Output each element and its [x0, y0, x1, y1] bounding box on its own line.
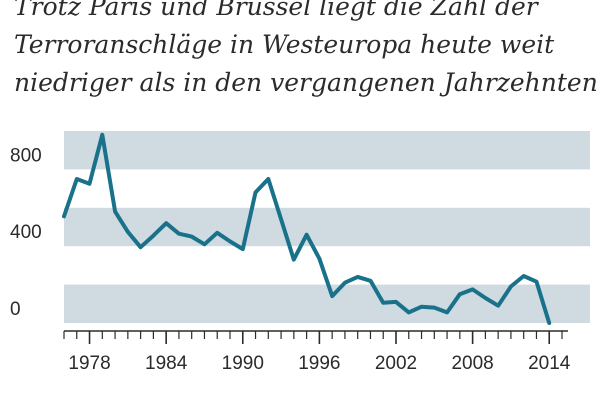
x-tick-label-2008: 2008	[451, 353, 493, 374]
x-tick-label-2014: 2014	[528, 353, 571, 374]
series-layer	[62, 132, 552, 325]
y-tick-label-0: 0	[10, 299, 21, 320]
chart-title-line-3: niedriger als in den vergangenen Jahrzeh…	[14, 68, 598, 97]
x-tick-label-2002: 2002	[375, 353, 417, 374]
gridband-0	[64, 284, 590, 323]
gridband-1	[64, 207, 590, 247]
chart-title-line-1: Trotz Paris und Brüssel liegt die Zahl d…	[14, 0, 538, 21]
x-tick-label-1996: 1996	[298, 353, 340, 374]
y-axis: 0 400 800	[10, 145, 42, 320]
x-tick-label-1984: 1984	[145, 353, 188, 374]
y-tick-label-400: 400	[10, 222, 42, 243]
x-tick-label-1978: 1978	[68, 353, 110, 374]
gridband-2	[64, 131, 590, 170]
gridband-layer	[64, 131, 590, 323]
y-tick-label-800: 800	[10, 145, 42, 166]
chart-title: Trotz Paris und Brüssel liegt die Zahl d…	[14, 0, 598, 102]
x-tick-label-1990: 1990	[222, 353, 264, 374]
x-axis: 1978 1984 1990 1996 2002 2008 2014	[63, 330, 571, 374]
chart-title-line-2: Terroranschläge in Westeuropa heute weit	[14, 30, 555, 59]
